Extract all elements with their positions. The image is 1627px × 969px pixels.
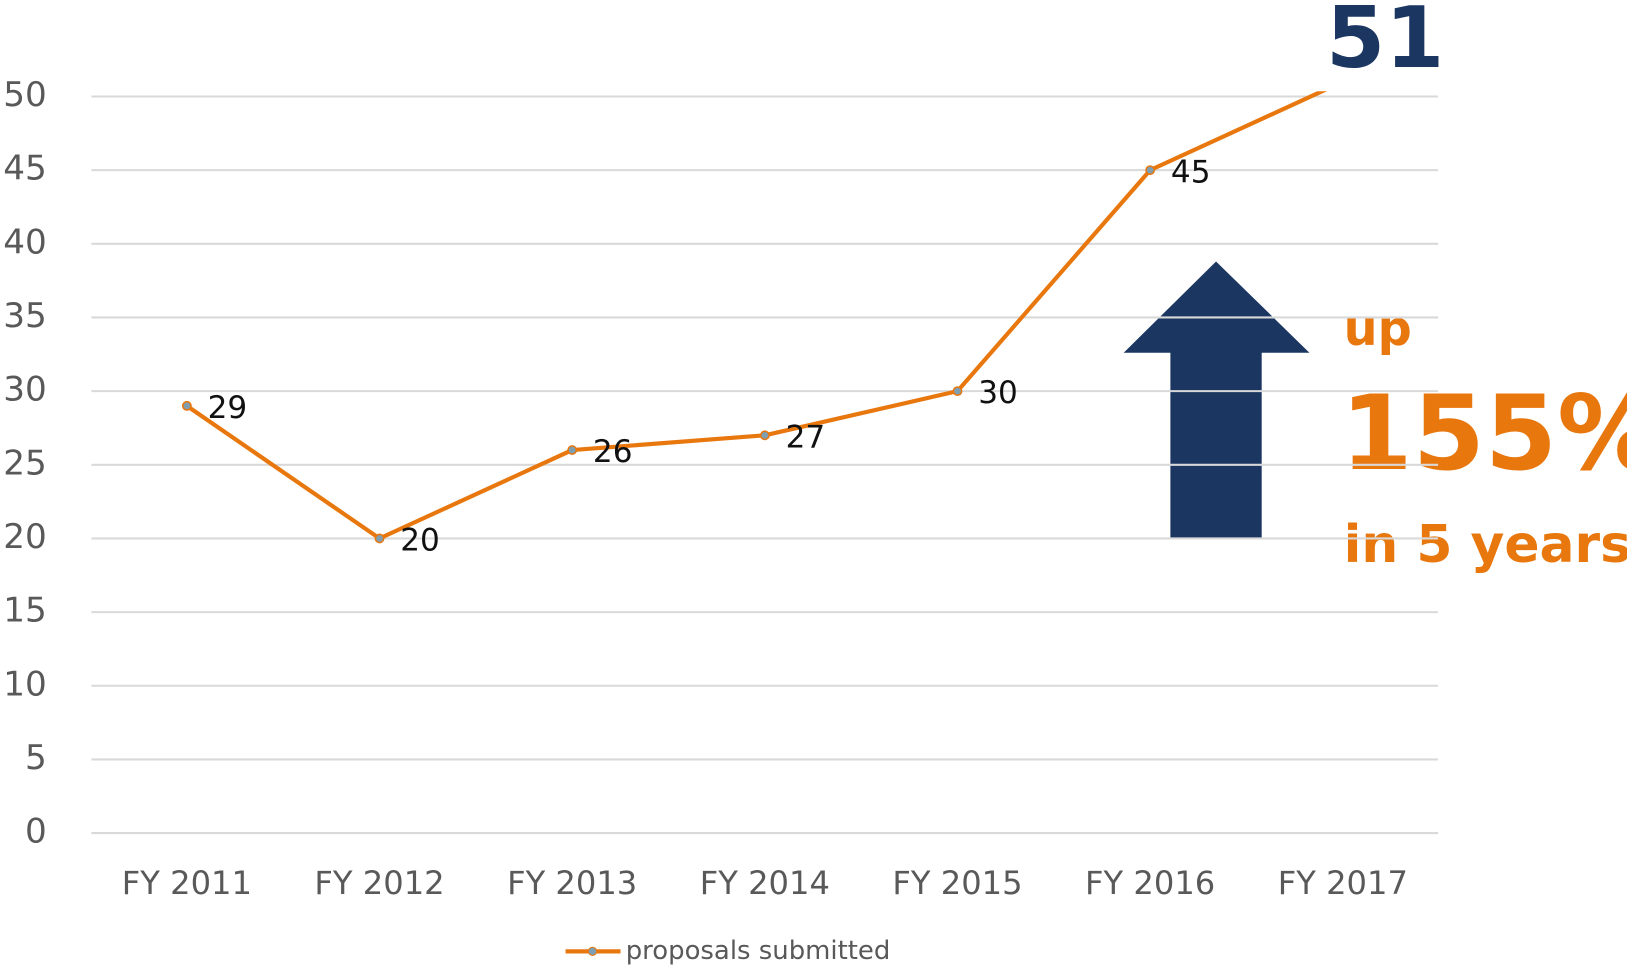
- x-tick-label: FY 2011: [122, 864, 252, 902]
- plot: 0 5 10 15 20 25 30 35 40 45 50 FY 2011 FY 2012 FY 201…: [3, 0, 1444, 966]
- data-label: 30: [978, 375, 1018, 411]
- y-tick-label: 50: [3, 75, 47, 115]
- x-tick-label: FY 2012: [314, 864, 444, 902]
- data-label: 51: [1326, 0, 1444, 88]
- annotation: in 5 years: [1344, 515, 1627, 575]
- arrow-up: [1123, 261, 1310, 540]
- point: [952, 386, 963, 397]
- annotation: up: [1344, 302, 1412, 357]
- data-label: 45: [1171, 154, 1211, 190]
- y-tick-label: 40: [3, 222, 47, 262]
- point: [181, 400, 192, 411]
- point: [1145, 165, 1156, 176]
- x-tick-label: FY 2013: [507, 864, 637, 902]
- y-tick-label: 45: [3, 149, 47, 189]
- y-tick-label: 20: [3, 517, 47, 557]
- y-tick-label: 30: [3, 370, 47, 410]
- x-tick-label: FY 2015: [892, 864, 1022, 902]
- point: [567, 445, 578, 455]
- annotation: 155%: [1341, 374, 1627, 494]
- y-tick-label: 5: [25, 738, 47, 778]
- data-label: 27: [786, 419, 826, 455]
- series: [181, 91, 1327, 544]
- y-tick-label: 15: [3, 591, 47, 631]
- x-tick-label: FY 2016: [1085, 864, 1215, 902]
- y-tick-label: 0: [25, 812, 47, 852]
- point: [374, 533, 385, 544]
- y-tick-label: 10: [3, 664, 47, 704]
- data-label: 26: [593, 434, 633, 470]
- data-label: 20: [400, 523, 440, 559]
- y-tick-label: 25: [3, 443, 47, 483]
- y-tick-label: 35: [3, 296, 47, 336]
- point: [759, 430, 770, 441]
- legend-marker: [587, 946, 598, 957]
- x-tick-label: FY 2014: [700, 864, 830, 902]
- legend-label: proposals submitted: [626, 936, 891, 966]
- data-label: 29: [208, 390, 248, 426]
- x-tick-label: FY 2017: [1278, 864, 1408, 902]
